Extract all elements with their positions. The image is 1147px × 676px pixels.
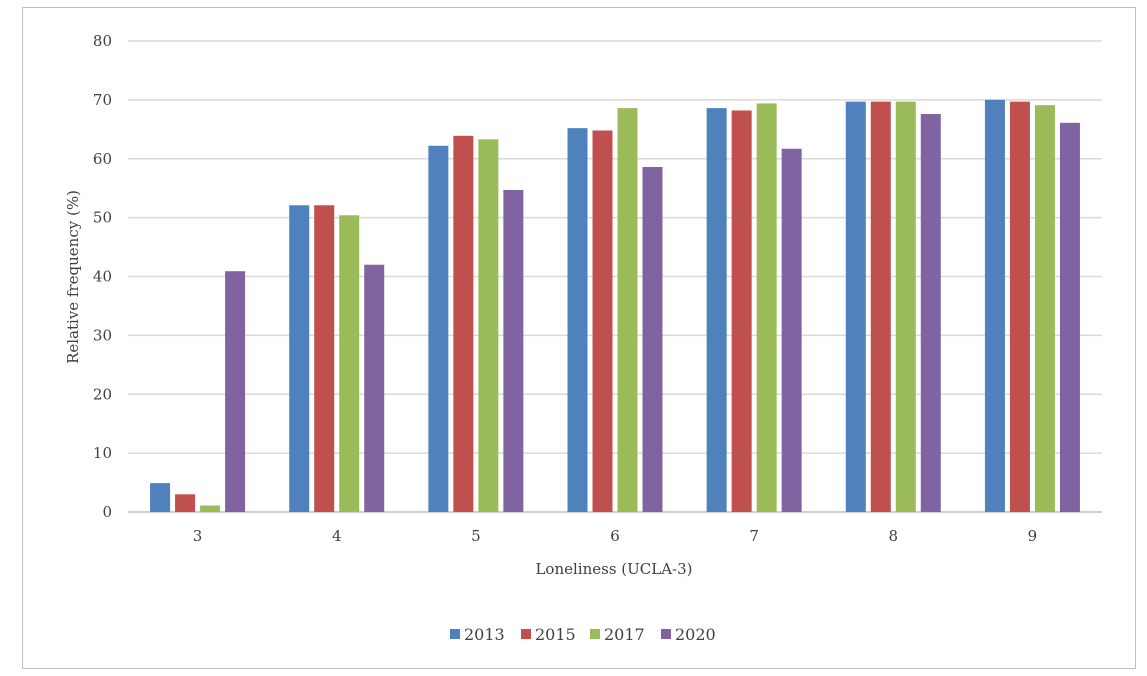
bar-2013-5 — [428, 145, 449, 513]
bar-2015-7 — [731, 110, 752, 512]
x-tick-label: 5 — [471, 527, 481, 545]
bar-2017-7 — [756, 103, 777, 512]
y-axis-ticks: 0 10 20 30 40 50 60 70 80 — [93, 32, 112, 521]
bar-2013-6 — [567, 128, 588, 512]
y-tick-label: 30 — [93, 326, 112, 344]
legend-swatch-2017 — [590, 629, 600, 639]
x-tick-label: 6 — [610, 527, 620, 545]
bar-2015-3 — [175, 494, 196, 512]
x-tick-label: 9 — [1028, 527, 1038, 545]
legend-swatch-2015 — [521, 629, 531, 639]
bar-2015-6 — [592, 130, 613, 513]
legend-swatch-2020 — [661, 629, 671, 639]
bar-2015-5 — [453, 135, 474, 512]
x-axis-ticks: 3 4 5 6 7 8 9 — [193, 527, 1037, 545]
bar-2017-6 — [617, 108, 638, 513]
bar-2015-9 — [1009, 101, 1030, 513]
x-tick-label: 8 — [889, 527, 899, 545]
x-tick-label: 4 — [332, 527, 342, 545]
bar-2020-8 — [920, 114, 941, 512]
legend-label: 2017 — [604, 625, 645, 644]
x-tick-label: 3 — [193, 527, 203, 545]
bar-2013-9 — [984, 99, 1005, 512]
bar-2017-8 — [895, 101, 916, 513]
bar-2013-3 — [150, 483, 171, 512]
y-axis-title: Relative frequency (%) — [64, 190, 82, 364]
bar-2020-5 — [503, 189, 524, 513]
bars — [150, 99, 1080, 513]
legend: 2013 2015 2017 2020 — [450, 625, 716, 644]
bar-2020-3 — [225, 271, 246, 512]
bar-2015-4 — [314, 205, 335, 513]
x-tick-label: 7 — [749, 527, 759, 545]
gridlines — [128, 40, 1102, 513]
bar-2017-9 — [1034, 105, 1055, 512]
bar-2013-4 — [289, 205, 310, 513]
y-tick-label: 40 — [93, 268, 112, 286]
y-tick-label: 20 — [93, 385, 112, 403]
bar-2017-3 — [200, 505, 221, 512]
x-axis-title: Loneliness (UCLA-3) — [535, 560, 692, 578]
bar-2015-8 — [870, 101, 891, 513]
bar-2017-4 — [339, 215, 360, 512]
y-tick-label: 0 — [102, 503, 112, 521]
bar-2017-5 — [478, 139, 499, 513]
legend-label: 2020 — [675, 625, 716, 644]
legend-label: 2015 — [535, 625, 576, 644]
bar-2020-6 — [642, 166, 663, 512]
bar-2013-8 — [845, 101, 866, 513]
bar-2020-4 — [364, 264, 385, 512]
legend-swatch-2013 — [450, 629, 460, 639]
y-tick-label: 70 — [93, 91, 112, 109]
bar-2013-7 — [706, 108, 727, 513]
bar-2020-7 — [781, 148, 802, 512]
y-tick-label: 50 — [93, 209, 112, 227]
y-tick-label: 10 — [93, 444, 112, 462]
legend-label: 2013 — [464, 625, 505, 644]
y-tick-label: 60 — [93, 150, 112, 168]
bar-2020-9 — [1059, 122, 1080, 513]
y-tick-label: 80 — [93, 32, 112, 50]
